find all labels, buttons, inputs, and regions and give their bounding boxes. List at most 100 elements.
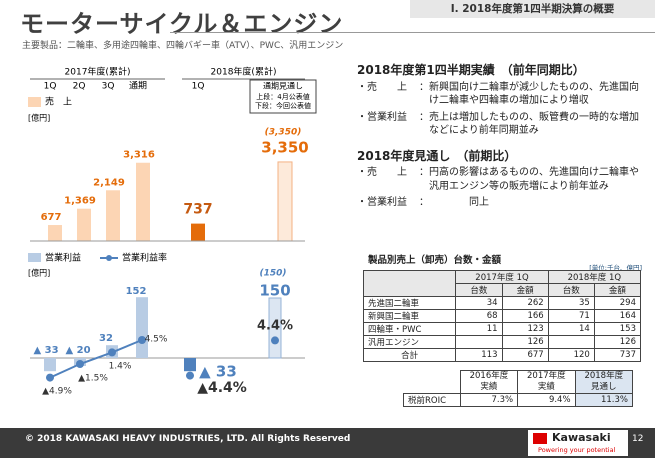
title-rule <box>170 32 655 33</box>
table-cell <box>547 335 595 349</box>
unit-label: [億円] <box>28 113 50 123</box>
group-label: 2017年度(累計) <box>65 66 131 78</box>
summary-label: 売 上 <box>357 166 419 193</box>
summary-text: 売上は増加したものの、販管費の一時的な増加などにより前年同期並み <box>429 111 639 137</box>
bar <box>77 208 91 241</box>
bar <box>136 297 148 358</box>
summary-colon <box>419 81 429 108</box>
table-header-line: 2018年度 <box>584 371 624 381</box>
summary-colon <box>419 196 429 210</box>
table-cell: 126 <box>501 335 549 349</box>
bar <box>184 358 196 372</box>
line-point <box>138 336 146 344</box>
x-tick-label: 通期 <box>129 81 147 92</box>
x-tick-label: 3Q <box>102 82 115 92</box>
table-header-line: 見通し <box>591 382 617 392</box>
table-header-line: 実績 <box>480 382 498 392</box>
copyright: © 2018 KAWASAKI HEAVY INDUSTRIES, LTD. A… <box>25 434 351 444</box>
line <box>49 339 143 379</box>
data-label: 32 <box>99 333 113 344</box>
table-header: 2018年度 1Q <box>547 270 642 284</box>
data-label: 3,316 <box>123 150 155 161</box>
bar <box>277 161 293 242</box>
section-tag: Ⅰ. 2018年度第1四半期決算の概要 <box>410 0 655 18</box>
line-point <box>271 336 279 345</box>
line-point <box>46 373 54 382</box>
table-row: 2017年度 1Q 2018年度 1Q <box>362 270 642 297</box>
table-unit: [単位:千台、億円] <box>589 264 642 272</box>
table-header: 2017年度 1Q <box>455 270 549 284</box>
title: モーターサイクル＆エンジン <box>20 10 344 38</box>
bar <box>136 162 150 241</box>
table-cell: 123 <box>501 322 549 336</box>
bar <box>191 223 205 241</box>
data-label: 677 <box>41 212 62 223</box>
data-label: 4.5% <box>145 335 168 345</box>
legend-label: 売 上 <box>45 96 72 108</box>
table-cell: 合計 <box>362 348 457 362</box>
table-cell: 68 <box>455 309 503 323</box>
bar <box>44 358 56 372</box>
line-point <box>108 348 116 357</box>
summary-item: 営業利益 同上 <box>357 196 647 210</box>
table-cell: 71 <box>547 309 595 323</box>
table-cell: 126 <box>593 335 642 349</box>
data-label: ▲1.5% <box>78 374 108 384</box>
bar <box>48 225 62 241</box>
legend-dot <box>106 255 112 261</box>
unit-label: [億円] <box>28 268 50 278</box>
table-header: 金額 <box>593 283 642 297</box>
summary: 2018年度第1四半期実績 （前年同期比）売 上新興国向け二輪車が減少したものの… <box>357 60 647 213</box>
table-cell: 11.3% <box>574 393 634 407</box>
data-label: 152 <box>126 286 147 297</box>
data-label: 737 <box>183 202 212 218</box>
data-label: ▲ 20 <box>65 345 90 356</box>
page-number: 12 <box>632 434 644 444</box>
table-cell: 153 <box>593 322 642 336</box>
data-label: ▲ 33 <box>33 345 58 356</box>
forecast-note: 下段：今回公表値 <box>255 101 311 110</box>
table-header: 金額 <box>501 283 549 297</box>
table-cell: 113 <box>455 348 503 362</box>
table-cell: 7.3% <box>459 393 519 407</box>
table-row: 先進国二輪車 34 262 35 294 <box>362 296 642 310</box>
x-tick-label: 通期見通し <box>263 81 303 91</box>
table-cell <box>455 335 503 349</box>
data-label: ▲4.9% <box>42 387 72 397</box>
table-row: 四輪車・PWC 11 123 14 153 <box>362 322 642 336</box>
table-header <box>403 370 461 394</box>
summary-text: 円高の影響はあるものの、先進国向け二輪車や汎用エンジン等の販売増により前年並み <box>429 167 639 192</box>
summary-text: 新興国向け二輪車が減少したものの、先進国向け二輪車や四輪車の増加により増収 <box>429 81 639 107</box>
table-header: 2016年度 実績 <box>459 370 519 394</box>
table-cell: 35 <box>547 296 595 310</box>
bar <box>106 190 120 241</box>
table-cell: 税前ROIC <box>403 393 461 407</box>
legend-swatch <box>28 97 41 107</box>
data-label: 3,350 <box>261 138 308 156</box>
subtitle: 主要製品：二輪車、多用途四輪車、四輪バギー車（ATV）、PWC、汎用エンジン <box>22 41 344 51</box>
tagline: Powering your potential <box>538 446 616 454</box>
data-label: ▲4.4% <box>197 380 247 396</box>
summary-label: 営業利益 <box>357 111 419 138</box>
summary-colon <box>419 111 429 138</box>
data-label: 150 <box>259 282 290 300</box>
summary-label: 売 上 <box>357 81 419 108</box>
x-tick-label: 2Q <box>73 82 86 92</box>
summary-item: 営業利益売上は増加したものの、販管費の一時的な増加などにより前年同期並み <box>357 111 647 138</box>
summary-text: 同上 <box>469 197 489 208</box>
line-point <box>76 360 84 368</box>
table-cell: 262 <box>501 296 549 310</box>
table-cell: 11 <box>455 322 503 336</box>
previous-forecast: (150) <box>259 269 286 279</box>
table-row: 合計 113 677 120 737 <box>362 348 642 362</box>
line-point <box>186 371 194 380</box>
summary-item: 売 上円高の影響はあるものの、先進国向け二輪車や汎用エンジン等の販売増により前年… <box>357 166 647 193</box>
table-cell: 166 <box>501 309 549 323</box>
table-cell: 120 <box>547 348 595 362</box>
legend-label: 営業利益 <box>45 252 81 264</box>
note-box <box>249 79 317 114</box>
data-label: 1,369 <box>64 196 96 207</box>
summary-item: 売 上新興国向け二輪車が減少したものの、先進国向け二輪車や四輪車の増加により増収 <box>357 81 647 108</box>
logo-mark <box>533 433 547 444</box>
